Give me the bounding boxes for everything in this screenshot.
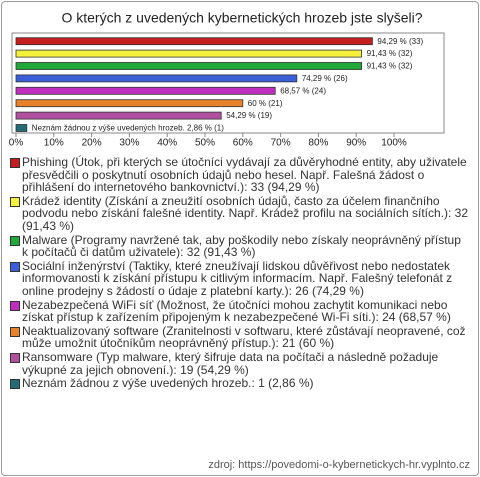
legend-swatch <box>10 158 20 168</box>
x-tick-label: 60% <box>233 138 253 149</box>
x-tick-label: 80% <box>308 138 328 149</box>
x-tick-label: 20% <box>82 138 102 149</box>
legend-item: Nezabezpečená WiFi síť (Možnost, že útoč… <box>8 297 470 325</box>
legend-swatch <box>10 196 20 207</box>
x-tick-label: 10% <box>44 138 64 149</box>
legend-item: Sociální inženýrství (Taktiky, které zne… <box>8 258 470 298</box>
legend: Phishing (Útok, při kterých se útočníci … <box>8 156 470 391</box>
legend-label: Malware (Programy navržené tak, aby pošk… <box>22 232 461 260</box>
value-label: 60 % (21) <box>248 99 283 108</box>
x-tick-label: 30% <box>119 138 139 149</box>
legend-item: Malware (Programy navržené tak, aby pošk… <box>8 232 470 260</box>
legend-swatch <box>10 261 20 272</box>
chart: O kterých z uvedených kybernetických hro… <box>9 10 445 149</box>
legend-swatch <box>10 352 20 363</box>
bar <box>15 37 373 46</box>
x-tick-label: 40% <box>157 138 177 149</box>
bar <box>15 99 244 108</box>
value-label: 94,29 % (33) <box>377 37 423 46</box>
source: zdroj: https://povedomi-o-kybernetickych… <box>208 459 470 471</box>
legend-label: Nezabezpečená WiFi síť (Možnost, že útoč… <box>22 297 451 325</box>
legend-item: Phishing (Útok, při kterých se útočníci … <box>8 156 470 194</box>
legend-swatch <box>10 326 20 337</box>
legend-label: Phishing (Útok, při kterých se útočníci … <box>22 155 467 195</box>
legend-label: Sociální inženýrství (Taktiky, které zne… <box>22 258 453 298</box>
legend-label: Neznám žádnou z výše uvedených hrozeb.: … <box>22 376 314 391</box>
legend-swatch <box>10 379 20 390</box>
value-label: 91,43 % (32) <box>367 62 413 71</box>
legend-item: Neznám žádnou z výše uvedených hrozeb.: … <box>8 377 470 390</box>
bar <box>15 62 363 70</box>
x-tick-label: 50% <box>195 138 215 149</box>
value-label: 54,29 % (19) <box>226 111 272 120</box>
bar <box>15 124 28 132</box>
legend-swatch <box>10 300 20 311</box>
bar <box>15 74 298 83</box>
value-label: 68,57 % (24) <box>280 86 326 95</box>
legend-item: Ransomware (Typ malware, který šifruje d… <box>8 351 470 376</box>
legend-label: Ransomware (Typ malware, který šifruje d… <box>22 349 439 377</box>
legend-swatch <box>10 235 20 246</box>
value-label: 74,29 % (26) <box>302 74 348 83</box>
value-label: Neznám žádnou z výše uvedených hrozeb. 2… <box>32 124 224 133</box>
bar <box>15 86 276 95</box>
legend-label: Krádež identity (Získání a zneužití osob… <box>22 193 469 233</box>
x-tick-label: 0% <box>9 138 24 149</box>
value-label: 91,43 % (32) <box>367 49 413 58</box>
x-tick-label: 70% <box>271 138 291 149</box>
chart-title: O kterých z uvedených kybernetických hro… <box>61 10 422 26</box>
x-tick-label: 100% <box>381 138 407 149</box>
legend-item: Krádež identity (Získání a zneužití osob… <box>8 193 470 233</box>
bar <box>15 111 222 120</box>
legend-label: Neaktualizovaný software (Zranitelnosti … <box>22 323 466 351</box>
plot-frame <box>11 32 445 134</box>
x-tick-label: 90% <box>346 138 366 149</box>
legend-item: Neaktualizovaný software (Zranitelnosti … <box>8 325 470 350</box>
bar <box>15 49 363 58</box>
